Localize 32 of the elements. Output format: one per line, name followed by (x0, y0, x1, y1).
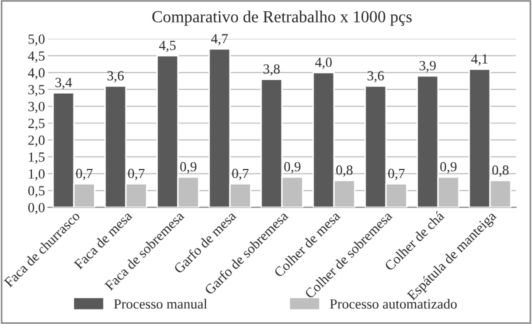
data-label: 0,7 (128, 168, 145, 180)
data-label: 0,7 (232, 168, 249, 180)
y-tick-label: 1,0 (28, 169, 45, 181)
data-label: 0,9 (180, 162, 196, 174)
data-label: 3,6 (368, 71, 384, 82)
data-label: 0,7 (76, 168, 93, 180)
legend-label: Processo manual (114, 298, 208, 309)
data-label: 0,9 (440, 162, 457, 174)
y-tick-label: 2,5 (28, 118, 45, 130)
y-tick-label: 3,5 (28, 85, 45, 96)
y-tick-label: 0,0 (28, 202, 45, 214)
y-tick-label: 0,5 (28, 186, 45, 198)
legend-label: Processo automatizado (330, 298, 457, 309)
data-label: 0,9 (284, 162, 300, 174)
data-label: 4,1 (471, 54, 488, 66)
data-label: 0,8 (492, 165, 509, 177)
y-tick-label: 2,0 (28, 136, 45, 147)
data-label: 3,6 (107, 71, 124, 82)
y-tick-label: 3,0 (28, 102, 45, 114)
data-label: 4,7 (211, 34, 228, 46)
y-tick-label: 5,0 (28, 34, 45, 46)
data-label: 4,0 (315, 58, 332, 69)
data-label: 3,9 (420, 61, 436, 72)
y-tick-label: 4,5 (28, 51, 45, 63)
data-label: 0,8 (336, 165, 353, 177)
y-tick-label: 1,5 (28, 152, 45, 164)
chart-title: Comparativo de Retrabalho x 1000 pçs (152, 10, 412, 26)
data-label: 0,7 (388, 168, 405, 180)
y-tick-label: 4,0 (28, 68, 45, 80)
data-label: 3,4 (55, 78, 72, 90)
data-label: 3,8 (264, 64, 280, 76)
data-label: 4,5 (159, 40, 176, 52)
